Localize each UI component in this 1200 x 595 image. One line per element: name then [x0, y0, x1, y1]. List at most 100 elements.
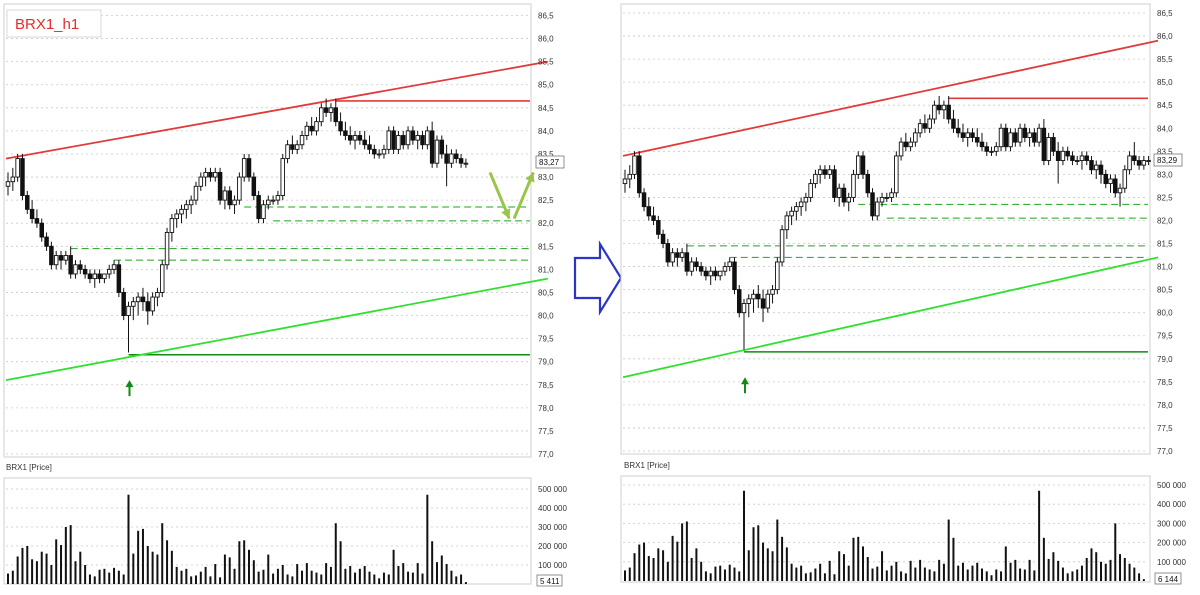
right-candle [713, 266, 718, 281]
candle-body [10, 176, 16, 183]
left-candle [280, 153, 285, 201]
right-candle [941, 100, 947, 120]
candle-body [1046, 137, 1051, 161]
candle-body [1098, 164, 1104, 175]
left-candle [169, 213, 175, 242]
right-support-trendline [622, 256, 1159, 379]
candle-body [779, 229, 785, 263]
left-candle [454, 149, 459, 164]
left-candle [63, 250, 69, 265]
candle-body [703, 270, 709, 277]
right-candle [1089, 155, 1094, 175]
left-up-arrow-icon [125, 380, 134, 397]
right-price-tick-label: 84,5 [1157, 101, 1173, 110]
right-resistance-trendline [622, 39, 1159, 157]
candle-body [836, 187, 842, 198]
right-candle [827, 165, 832, 179]
left-candle [285, 140, 290, 164]
left-candle [68, 246, 73, 279]
right-candle [1117, 183, 1123, 207]
left-candle [155, 287, 160, 307]
left-candle [309, 117, 314, 136]
left-price-tick-label: 85,5 [538, 58, 554, 67]
right-price-tick-label: 79,0 [1157, 355, 1173, 364]
left-candle [266, 195, 271, 210]
candle-body [941, 104, 947, 111]
candle-body [1113, 178, 1118, 194]
left-candle [174, 209, 179, 228]
left-candle [381, 144, 387, 159]
left-candle [415, 130, 420, 150]
candle-body [213, 171, 218, 178]
candle-body [736, 289, 742, 314]
candle-body [261, 204, 266, 220]
left-price-tick-label: 78,5 [538, 381, 554, 390]
left-volume-tick-label: 400 000 [538, 504, 567, 513]
right-volume-tick-label: 300 000 [1157, 519, 1186, 528]
right-candle [846, 192, 851, 212]
candle-body [155, 291, 160, 298]
candle-body [936, 104, 942, 111]
candle-body [396, 135, 401, 150]
left-resistance-trendline [5, 60, 548, 160]
candle-body [865, 173, 871, 194]
right-up-arrow-icon [741, 377, 749, 394]
right-price-tick-label: 85,5 [1157, 55, 1173, 64]
candle-body [970, 132, 975, 138]
right-candle [1070, 151, 1075, 166]
right-candle [870, 188, 875, 221]
right-price-tick-label: 81,5 [1157, 240, 1173, 249]
left-candle [396, 130, 401, 154]
candle-body [908, 141, 913, 148]
right-candle [703, 266, 709, 281]
left-candle [49, 241, 54, 270]
right-candle [646, 197, 652, 221]
candle-body [1070, 155, 1075, 161]
projection-arrow-head [525, 172, 535, 183]
candle-body [372, 148, 377, 155]
left-candle [275, 190, 281, 205]
left-candle [463, 158, 469, 168]
candle-body [989, 150, 994, 153]
left-price-tick-label: 77,0 [538, 450, 554, 459]
candle-body [1122, 169, 1128, 189]
right-candle [1079, 151, 1085, 170]
left-candle [294, 140, 300, 154]
right-candle [965, 128, 970, 147]
candle-body [870, 192, 875, 217]
candle-body [1022, 127, 1028, 138]
candle-body [237, 176, 242, 201]
left-price-tick-label: 82,5 [538, 196, 554, 205]
left-price-tick-label: 78,0 [538, 404, 554, 413]
candle-body [813, 173, 818, 185]
left-candle [39, 218, 44, 242]
candle-body [974, 137, 980, 143]
right-price-tick-label: 83,0 [1157, 170, 1173, 179]
candle-body [1089, 160, 1094, 171]
candle-body [1093, 164, 1099, 171]
left-candle [58, 250, 64, 270]
left-candle [20, 153, 25, 201]
left-candle [232, 195, 237, 214]
right-candle [894, 151, 899, 198]
left-support-trendline [5, 277, 549, 382]
left-candle [227, 186, 232, 210]
right-price-tick-label: 80,5 [1157, 286, 1173, 295]
candle-body [319, 107, 324, 123]
left-candle [140, 287, 146, 311]
candle-body [717, 270, 723, 277]
candle-body [420, 135, 425, 146]
right-candle [665, 238, 671, 267]
right-candle [1060, 146, 1066, 166]
candle-body [1084, 155, 1089, 161]
right-candle [889, 188, 894, 203]
left-candle [150, 292, 155, 316]
candle-body [713, 270, 718, 277]
candle-body [808, 183, 813, 198]
up-arrow-head [741, 377, 749, 385]
candle-body [87, 273, 93, 280]
left-projection-arrow [512, 171, 535, 220]
left-last-volume-label: 5 411 [540, 577, 560, 586]
candle-body [984, 146, 990, 152]
candle-body [68, 255, 73, 275]
